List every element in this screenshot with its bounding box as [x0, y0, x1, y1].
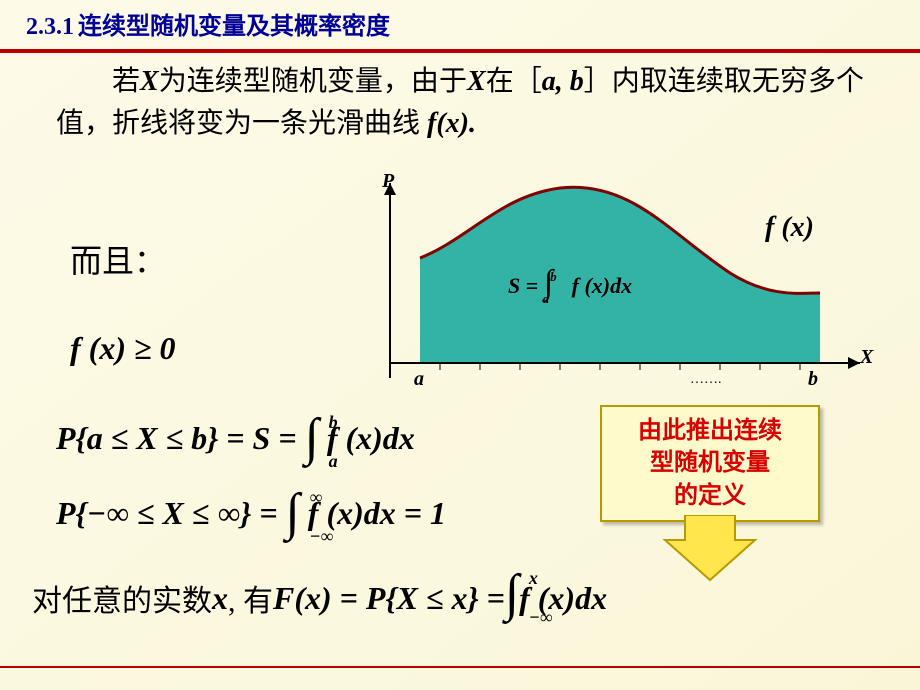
section-number: 2.3.1: [26, 14, 74, 40]
callout-box: 由此推出连续 型随机变量 的定义: [600, 405, 820, 522]
callout-arrow-icon: [660, 515, 760, 585]
intro-paragraph: 若X为连续型随机变量，由于X在［a, b］内取连续取无穷多个值，折线将变为一条光…: [0, 53, 920, 145]
moreover-label: 而且：: [70, 236, 166, 282]
axis-dots: …….: [690, 372, 722, 388]
eq-pab: P{a ≤ X ≤ b} = S = ∫ba f (x)dx: [56, 420, 415, 462]
fx-graph-label: f (x): [765, 212, 814, 244]
eq-pinf: P{−∞ ≤ X ≤ ∞} = ∫∞−∞ f (x)dx = 1: [56, 495, 446, 537]
callout-l2: 型随机变量: [608, 447, 812, 479]
callout-l3: 的定义: [608, 480, 812, 512]
eq-cdf: 对任意的实数x, 有 F(x) = P{X ≤ x} = ∫x−∞ f (x)d…: [32, 576, 607, 620]
section-title: 连续型随机变量及其概率密度: [78, 14, 390, 40]
divider-bottom: [0, 666, 920, 668]
area-integral: S = ∫ba f (x)dx: [508, 264, 632, 302]
axis-x: X: [860, 346, 873, 369]
section-header: 2.3.1 连续型随机变量及其概率密度: [0, 0, 920, 47]
fx-nonneg: f (x) ≥ 0: [70, 330, 176, 367]
callout-l1: 由此推出连续: [608, 415, 812, 447]
axis-p: P: [382, 170, 394, 193]
axis-b: b: [808, 368, 818, 391]
axis-a: a: [414, 368, 424, 391]
